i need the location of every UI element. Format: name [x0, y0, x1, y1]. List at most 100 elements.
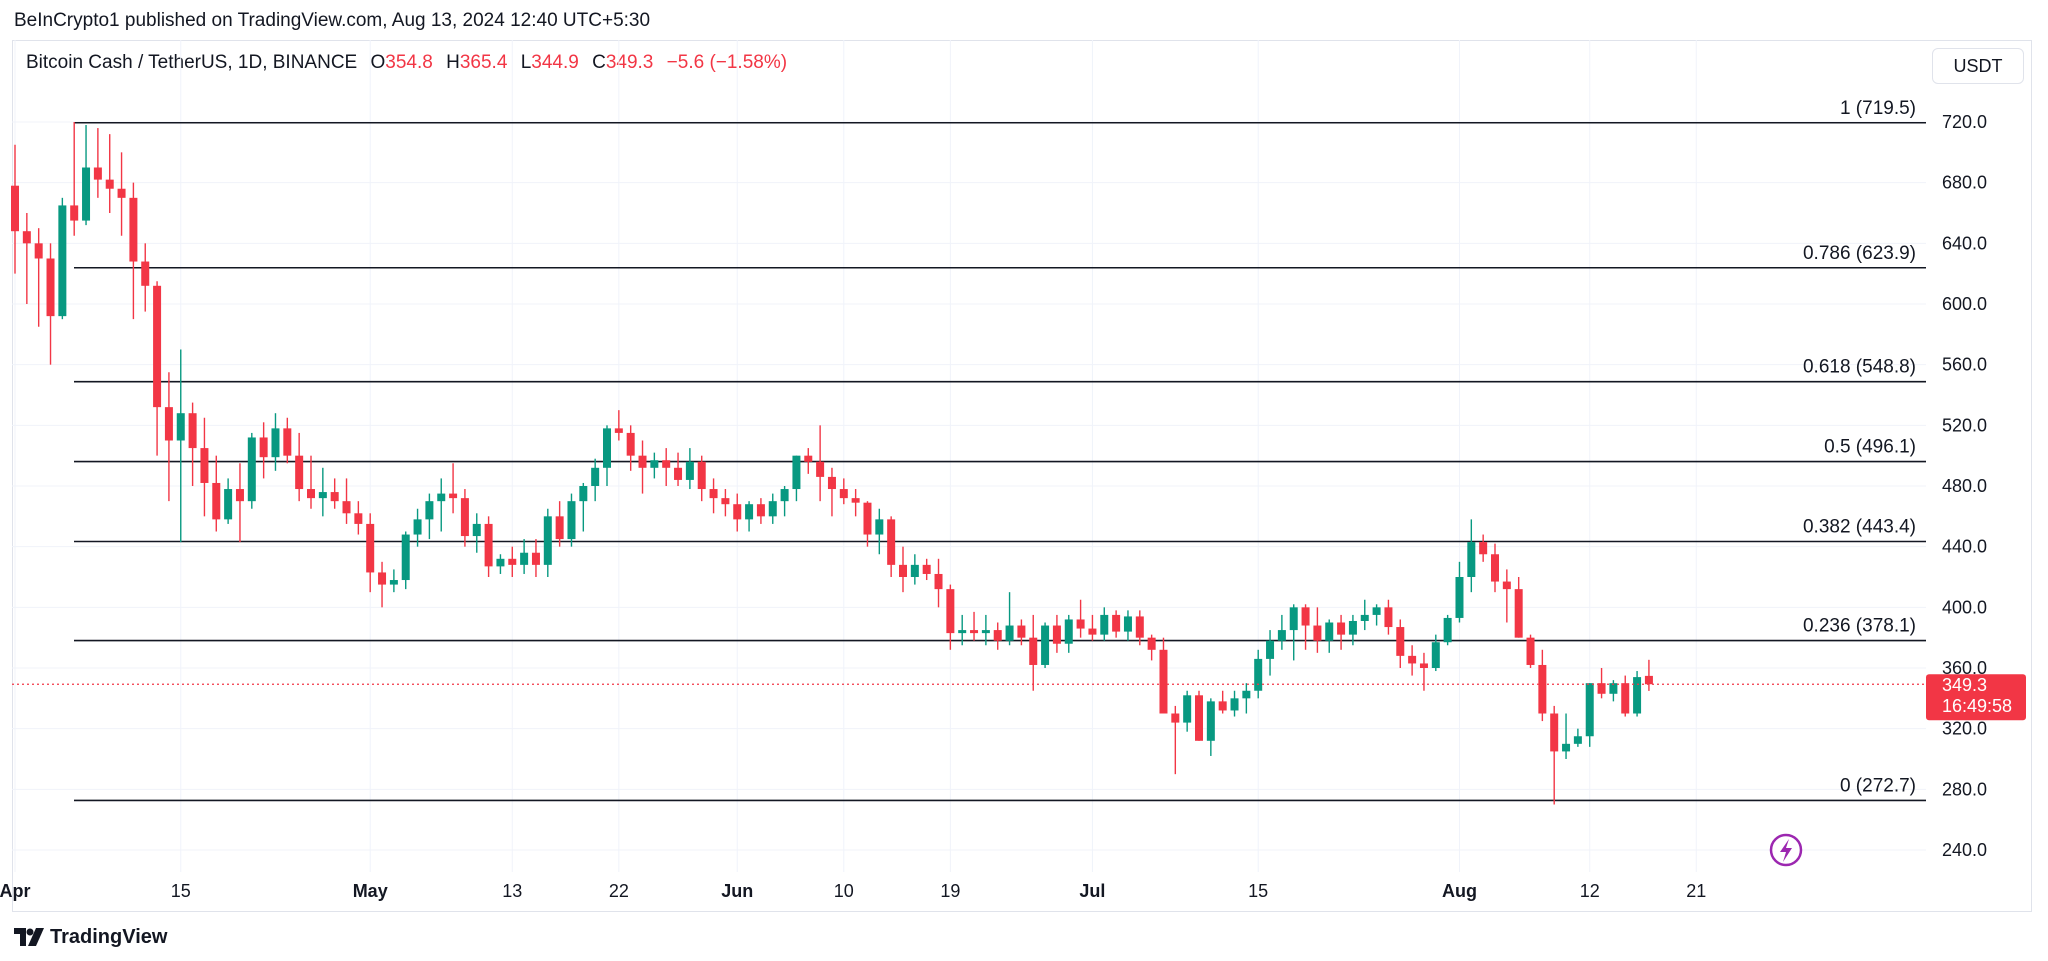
x-tick-label: 22	[609, 881, 629, 901]
candle-body	[792, 455, 801, 490]
candle-body	[626, 432, 635, 456]
candle-body	[1230, 698, 1239, 711]
tradingview-logo[interactable]: TradingView	[14, 924, 167, 950]
candle-body	[531, 552, 540, 565]
candle-body	[804, 455, 813, 462]
candle-body	[1266, 640, 1275, 659]
candle-body	[212, 482, 221, 520]
candle-body	[662, 460, 671, 468]
candle-body	[460, 498, 469, 537]
candle-body	[851, 498, 860, 503]
candle-body	[141, 261, 150, 286]
x-tick-label: Jul	[1079, 881, 1105, 901]
candle-body	[354, 513, 363, 524]
currency-button[interactable]: USDT	[1932, 48, 2024, 84]
candle-body	[224, 489, 233, 520]
published-by-text: BeInCrypto1 published on TradingView.com…	[14, 10, 651, 31]
candle-body	[449, 493, 458, 499]
candle-body	[247, 437, 256, 502]
candle-body	[934, 573, 943, 590]
symbol-legend: Bitcoin Cash / TetherUS, 1D, BINANCE O35…	[26, 52, 787, 74]
candle-body	[981, 630, 990, 634]
y-tick-label: 240.0	[1942, 840, 1987, 860]
candle-body	[484, 523, 493, 567]
candle-body	[745, 504, 754, 520]
open-label: O	[370, 52, 386, 73]
candle-body	[899, 564, 907, 577]
candle-body	[1573, 736, 1582, 744]
candle-body	[555, 516, 564, 540]
candle-body	[543, 516, 552, 565]
candle-body	[153, 285, 162, 408]
y-tick-label: 280.0	[1942, 779, 1987, 799]
candle-body	[1609, 683, 1618, 694]
symbol-title: Bitcoin Cash / TetherUS, 1D, BINANCE	[26, 52, 358, 73]
candle-body	[958, 630, 967, 634]
candle-body	[1526, 637, 1535, 665]
candle-body	[129, 197, 138, 262]
candle-body	[307, 489, 315, 499]
change-value: −5.6 (−1.58%)	[666, 52, 788, 73]
close-label: C	[592, 52, 606, 73]
candle-body	[1597, 683, 1606, 694]
candle-body	[378, 572, 387, 585]
x-tick-label: 15	[1248, 881, 1268, 901]
candle-body	[887, 519, 896, 565]
candle-body	[259, 437, 268, 458]
high-label: H	[446, 52, 460, 73]
candle-body	[164, 407, 173, 441]
y-tick-label: 320.0	[1942, 719, 1987, 739]
x-tick-label: 21	[1686, 881, 1706, 901]
candle-body	[1277, 630, 1286, 641]
chart-pane[interactable]	[12, 40, 2032, 912]
candle-body	[1052, 625, 1061, 644]
candle-body	[117, 188, 126, 198]
candle-body	[946, 589, 955, 634]
candle-body	[816, 461, 825, 477]
candle-body	[1242, 690, 1251, 699]
candle-body	[235, 489, 244, 502]
low-value: 344.9	[531, 52, 579, 73]
candle-body	[1479, 542, 1488, 555]
candle-body	[176, 413, 185, 441]
candle-body	[342, 501, 351, 514]
candle-body	[1491, 554, 1499, 582]
x-tick-label: 19	[940, 881, 960, 901]
price-tag-countdown: 16:49:58	[1942, 696, 2012, 716]
candle-body	[271, 428, 280, 458]
fib-label: 0.5 (496.1)	[1824, 437, 1916, 458]
y-tick-label: 680.0	[1942, 173, 1987, 193]
candle-body	[733, 504, 742, 520]
x-axis: Apr 15 May 13 22 Jun 10 19 Jul 15 Aug 12 21	[0, 881, 1706, 901]
candle-body	[105, 179, 114, 189]
candle-body	[1112, 614, 1121, 632]
y-axis: 240.0 280.0 320.0 360.0 400.0 440.0 480.0 520.0…	[1942, 112, 1987, 860]
x-tick-label: Aug	[1442, 881, 1477, 901]
candle-body	[709, 489, 718, 499]
y-tick-label: 440.0	[1942, 537, 1987, 557]
x-tick-label: 10	[834, 881, 854, 901]
candle-body	[1064, 619, 1073, 644]
y-tick-label: 720.0	[1942, 112, 1987, 132]
candle-body	[366, 523, 375, 573]
candle-body	[1502, 581, 1511, 590]
lightning-icon[interactable]	[1769, 833, 1803, 867]
candle-body	[93, 167, 102, 180]
candle-body	[1455, 577, 1464, 618]
candle-body	[1088, 628, 1097, 635]
candle-body	[638, 455, 647, 468]
candle-body	[22, 231, 31, 244]
fib-label: 0.618 (548.8)	[1803, 357, 1916, 378]
candle-body	[1514, 589, 1523, 638]
candle-body	[1005, 625, 1014, 641]
candle-body	[1360, 614, 1369, 621]
price-tag-box	[1926, 674, 2026, 721]
candle-body	[922, 564, 931, 574]
candle-body	[827, 476, 836, 490]
candle-body	[46, 258, 55, 317]
candle-body	[508, 558, 517, 565]
candle-body	[1372, 607, 1381, 615]
candle-body	[579, 486, 588, 502]
candle-body	[1431, 642, 1440, 668]
